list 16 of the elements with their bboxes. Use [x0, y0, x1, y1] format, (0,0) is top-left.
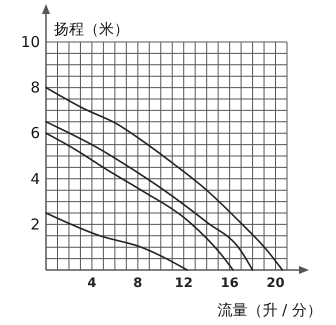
y-tick-label: 2: [30, 215, 40, 234]
y-tick-label: 10: [20, 33, 40, 51]
x-tick-label: 4: [87, 276, 96, 291]
line-series: [45, 86, 284, 271]
x-tick-label: 16: [220, 276, 239, 291]
x-tick-label: 8: [133, 276, 142, 291]
x-tick-label: 12: [174, 276, 193, 291]
y-axis-title: 扬程（米）: [54, 20, 129, 38]
x-tick-label: 20: [266, 276, 285, 291]
y-tick-label: 4: [30, 170, 40, 188]
line-series: [45, 132, 234, 271]
x-axis-title: 流量（升 / 分）: [217, 301, 322, 319]
line-series: [45, 121, 254, 271]
y-tick-label: 8: [30, 78, 40, 97]
y-tick-label: 6: [30, 124, 40, 142]
line-series: [45, 212, 188, 271]
